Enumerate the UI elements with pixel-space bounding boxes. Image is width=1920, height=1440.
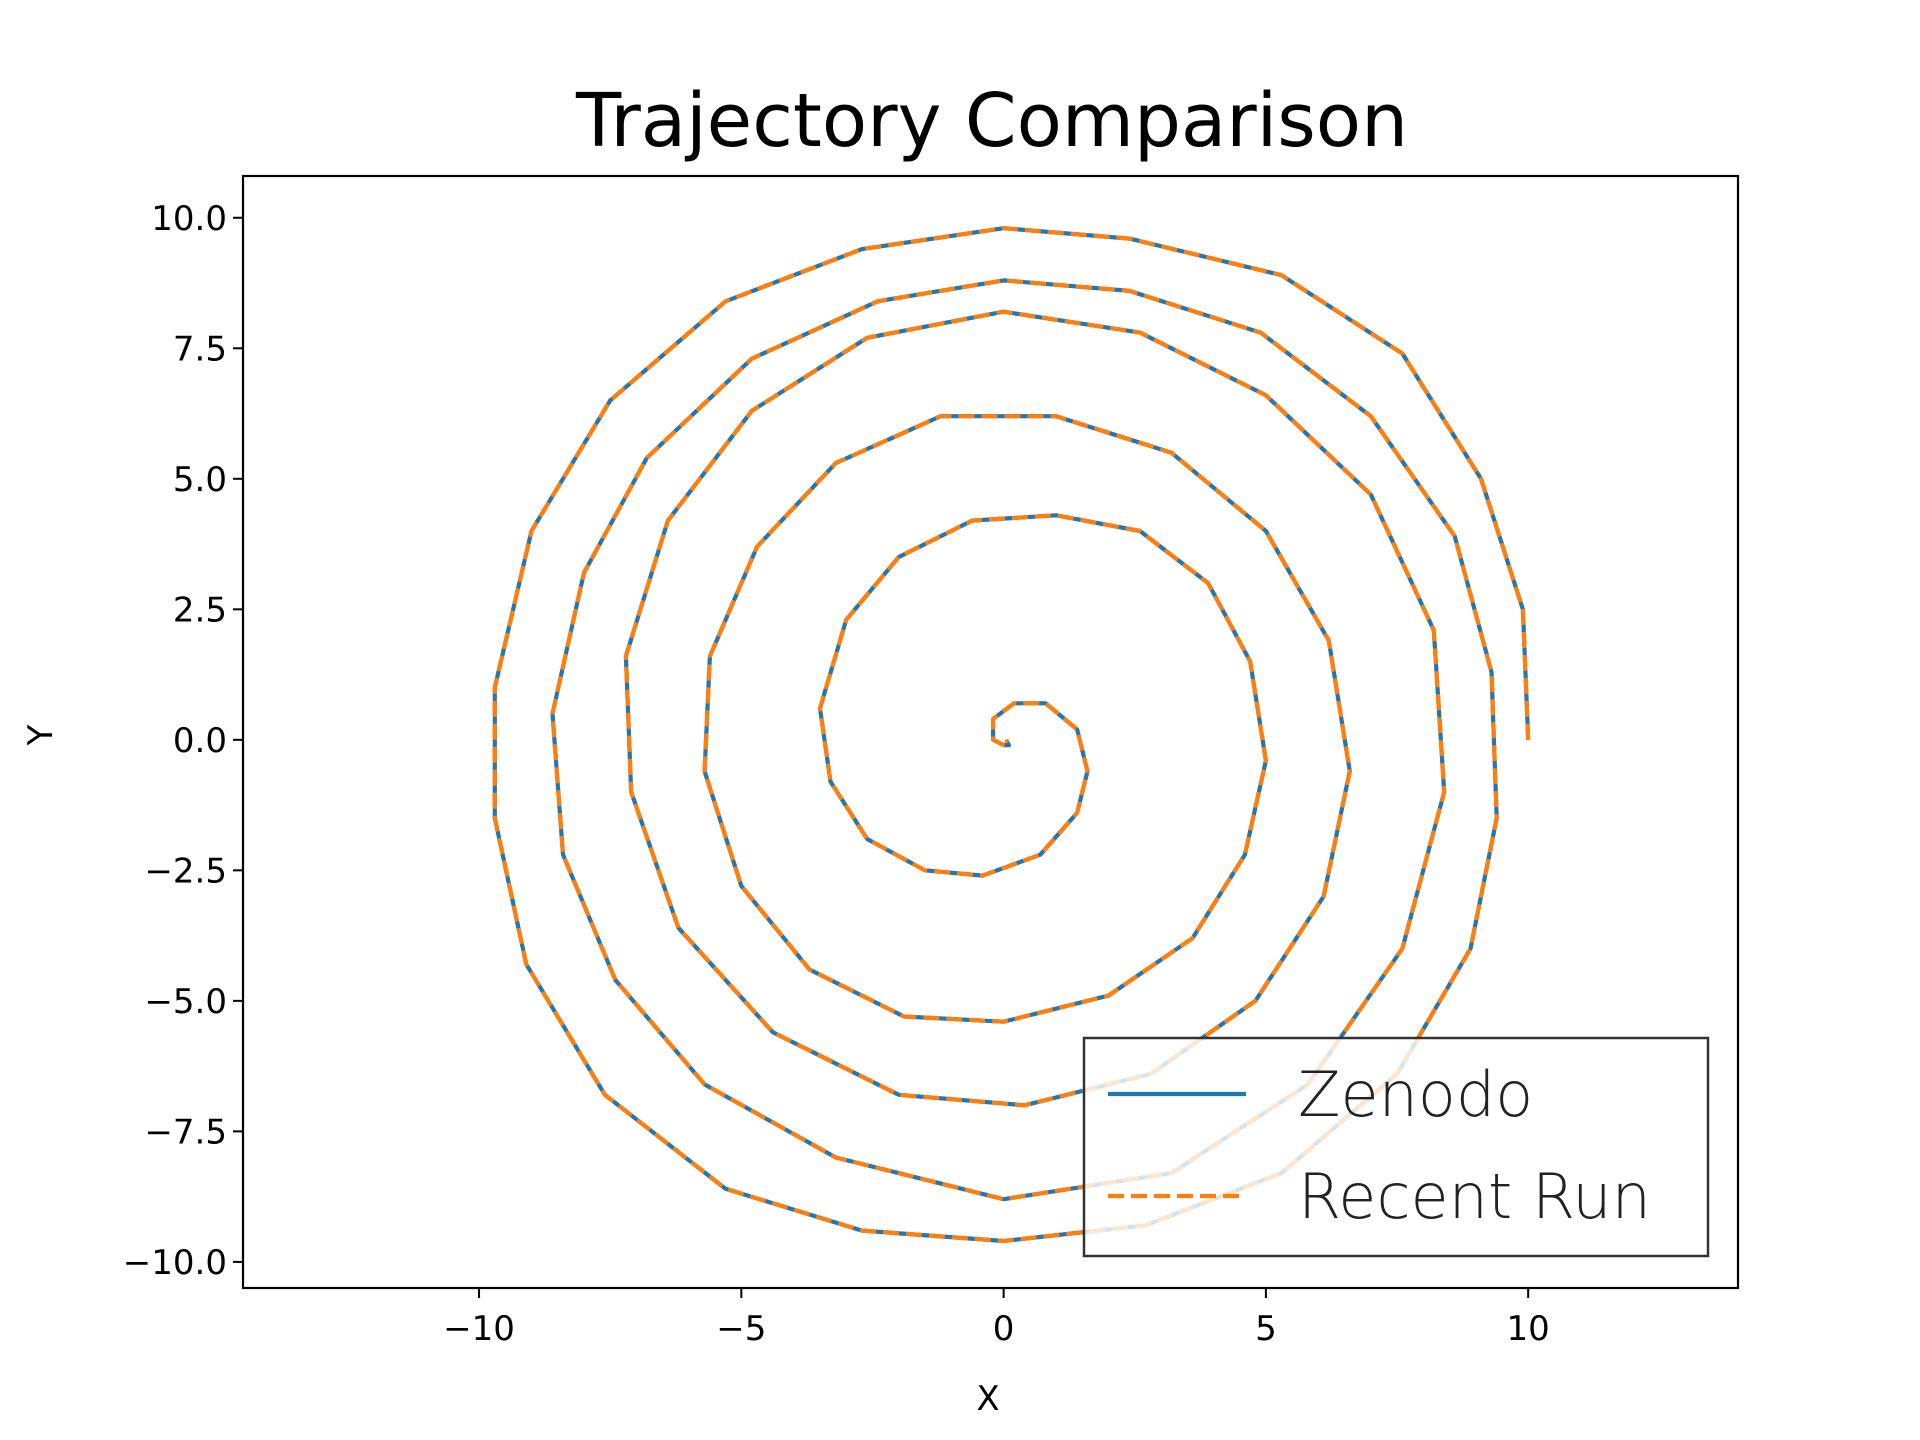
legend-label: Zenodo: [1298, 1058, 1533, 1131]
x-axis-label: X: [976, 1379, 999, 1419]
x-tick-label: −10: [443, 1309, 515, 1349]
x-tick-label: 10: [1507, 1309, 1550, 1349]
y-tick-label: 2.5: [173, 590, 227, 630]
x-tick-label: 0: [993, 1309, 1015, 1349]
series-line-recent-run: [492, 226, 1531, 1244]
axes-frame: [241, 174, 1740, 1290]
y-tick-label: 5.0: [173, 460, 227, 500]
y-axis-label: Y: [21, 724, 61, 746]
y-tick-label: −10.0: [123, 1243, 227, 1283]
y-tick-label: 7.5: [173, 329, 227, 369]
chart-title: Trajectory Comparison: [575, 78, 1408, 164]
legend: Zenodo Recent Run: [1082, 1036, 1710, 1258]
plot-area: [241, 174, 1740, 1290]
y-tick-label: 10.0: [151, 199, 227, 239]
legend-label: Recent Run: [1298, 1160, 1651, 1233]
x-tick-label: −5: [716, 1309, 766, 1349]
y-tick-label: −5.0: [144, 982, 227, 1022]
y-tick-label: −7.5: [144, 1112, 227, 1152]
legend-box: [1082, 1036, 1710, 1258]
y-tick-label: 0.0: [173, 721, 227, 761]
x-tick-label: 5: [1255, 1309, 1277, 1349]
axis-ticks: −10 −5 0 5 10 10.0 7.5 5.0 2.5 0.0 −2.5 −5.0 −7.5 −10…: [123, 199, 1550, 1349]
y-tick-label: −2.5: [144, 851, 227, 891]
